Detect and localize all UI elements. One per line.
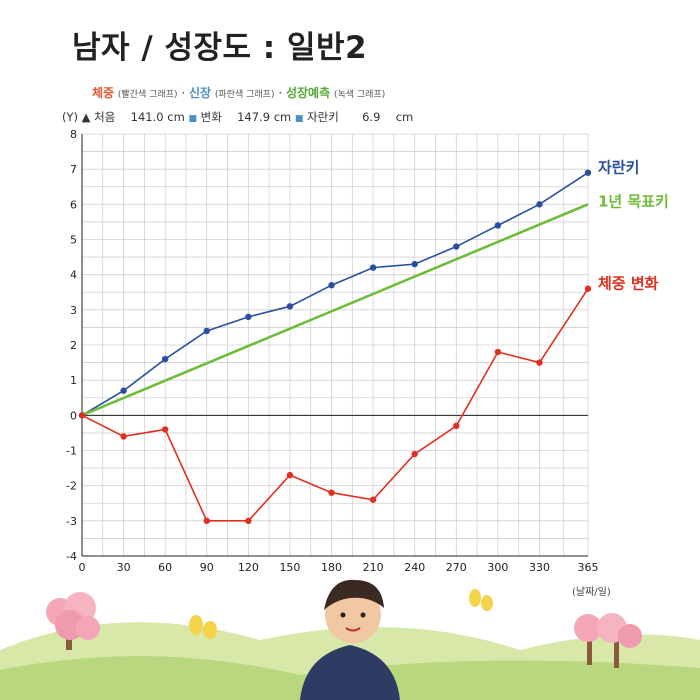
data-point xyxy=(411,450,418,458)
y-tick-label: -1 xyxy=(66,445,77,458)
y-tick-label: 2 xyxy=(70,339,77,352)
legend-forecast-note: (녹색 그래프) xyxy=(333,90,386,100)
x-tick-label: 60 xyxy=(158,561,172,574)
x-tick-label: 240 xyxy=(404,561,425,574)
series-label: 체중 변화 xyxy=(598,275,659,293)
data-point xyxy=(536,201,543,208)
tree-left-icon xyxy=(46,592,100,650)
tree-right-icon xyxy=(574,613,642,668)
grown-value: 6.9 xyxy=(362,110,381,124)
data-point xyxy=(120,387,127,394)
legend-weight: 체중 xyxy=(92,86,115,100)
y-tick-label: 3 xyxy=(70,304,77,317)
data-point xyxy=(536,359,543,366)
data-point xyxy=(245,313,252,321)
series-label: 1년 목표키 xyxy=(598,192,669,210)
page-title: 남자 / 성장도 : 일반2 xyxy=(72,30,368,66)
arrow-up-icon: ▲ xyxy=(81,110,91,124)
data-point xyxy=(453,243,460,250)
data-point xyxy=(453,422,460,430)
x-tick-label: 0 xyxy=(79,561,86,574)
butterfly-icon xyxy=(469,589,493,611)
y-tick-label: 6 xyxy=(70,198,77,211)
data-point xyxy=(245,517,252,525)
data-point xyxy=(161,355,169,363)
bullet-icon: ■ xyxy=(188,114,197,124)
data-point xyxy=(584,285,592,292)
info-line: (Y) ▲ 처음 141.0 cm ■ 변화 147.9 cm ■ 자란키 6.… xyxy=(62,109,413,125)
series-line xyxy=(81,203,589,417)
grown-label: 자란키 xyxy=(307,110,339,124)
data-point xyxy=(203,327,210,335)
y-tick-label: -4 xyxy=(66,550,77,563)
x-tick-label: 30 xyxy=(117,561,131,574)
change-unit: cm xyxy=(273,110,292,124)
x-tick-label: 180 xyxy=(321,561,342,574)
data-point xyxy=(494,222,502,229)
x-tick-label: 120 xyxy=(238,561,259,574)
x-tick-label: 90 xyxy=(200,561,214,574)
y-tick-label: 0 xyxy=(70,409,77,422)
y-tick-label: 1 xyxy=(70,374,77,387)
data-point xyxy=(494,348,502,356)
change-value: 147.9 xyxy=(237,110,271,124)
legend-separator: · xyxy=(278,86,283,100)
grown-unit: cm xyxy=(395,110,414,124)
data-point xyxy=(161,426,169,433)
x-tick-label: 365 xyxy=(578,561,599,574)
butterfly-icon xyxy=(189,615,217,639)
start-unit: cm xyxy=(167,110,185,124)
y-tick-label: -3 xyxy=(66,515,77,528)
scenery-illustration xyxy=(0,579,700,700)
bullet-icon: ■ xyxy=(294,114,304,124)
legend-height: 신장 xyxy=(188,86,212,100)
data-point xyxy=(328,489,335,496)
data-point xyxy=(584,169,592,176)
legend-weight-note: (빨간색 그래프) xyxy=(117,90,178,100)
legend-forecast: 성장예측 xyxy=(285,86,331,100)
data-point xyxy=(369,264,377,271)
y-tick-label: 8 xyxy=(70,128,77,141)
y-tick-label: 4 xyxy=(70,269,77,282)
x-tick-label: 300 xyxy=(487,561,508,574)
data-point xyxy=(411,260,418,268)
data-point xyxy=(203,517,210,525)
y-tick-label: -2 xyxy=(66,480,77,493)
data-point xyxy=(286,303,294,310)
series-label: 자란키 xyxy=(598,159,639,177)
data-point xyxy=(78,412,86,419)
x-tick-label: 210 xyxy=(363,561,384,574)
data-point xyxy=(286,471,294,479)
legend-separator: · xyxy=(181,86,186,100)
legend-line: 체중 (빨간색 그래프) · 신장 (파란색 그래프) · 성장예측 (녹색 그… xyxy=(92,84,385,101)
x-tick-label: 270 xyxy=(446,561,467,574)
child-illustration xyxy=(300,579,400,700)
y-tick-label: 5 xyxy=(70,234,77,247)
data-point xyxy=(120,433,127,440)
data-point xyxy=(328,282,335,289)
x-tick-label: 330 xyxy=(529,561,550,574)
x-axis-unit: (날짜/일) xyxy=(572,587,611,598)
start-label: 처음 xyxy=(94,110,116,124)
change-label: 변화 xyxy=(200,110,222,124)
x-tick-label: 150 xyxy=(279,561,300,574)
y-marker: (Y) xyxy=(62,110,78,124)
data-point xyxy=(369,496,377,503)
y-tick-label: 7 xyxy=(70,163,77,176)
legend-height-note: (파란색 그래프) xyxy=(214,90,275,100)
start-value: 141.0 xyxy=(130,110,164,124)
